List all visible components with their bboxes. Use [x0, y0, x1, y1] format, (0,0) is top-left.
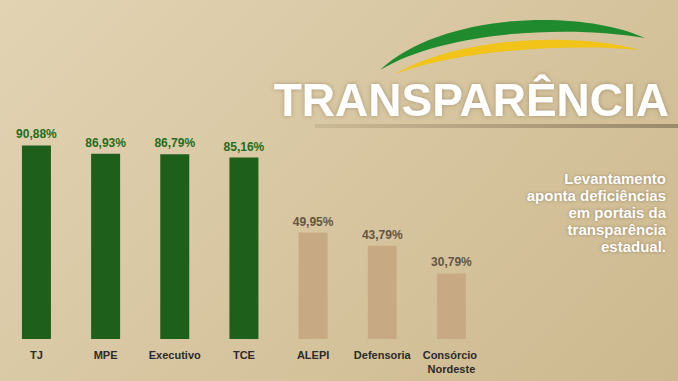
svg-text:Executivo: Executivo: [149, 349, 201, 361]
svg-text:90,88%: 90,88%: [16, 127, 57, 141]
svg-text:Consórcio: Consórcio: [423, 349, 480, 361]
svg-text:86,79%: 86,79%: [154, 136, 195, 150]
svg-text:Defensoria: Defensoria: [354, 349, 412, 361]
html-text:Levantamento aponta deficiênci: Levantamento aponta deficiências em port…: [526, 170, 666, 255]
svg-text:30,79%: 30,79%: [431, 255, 472, 269]
svg-text:TJ: TJ: [30, 349, 43, 361]
svg-text:ALEPI: ALEPI: [297, 349, 329, 361]
svg-text:Nordeste: Nordeste: [428, 363, 476, 375]
svg-text:MPE: MPE: [94, 349, 118, 361]
svg-text:TCE: TCE: [233, 349, 255, 361]
svg-text:TRANSPARÊNCIA: TRANSPARÊNCIA: [274, 74, 669, 126]
svg-text:49,95%: 49,95%: [293, 215, 334, 229]
svg-text:43,79%: 43,79%: [362, 228, 403, 242]
svg-text:86,93%: 86,93%: [85, 136, 126, 150]
svg-text:85,16%: 85,16%: [224, 140, 265, 154]
